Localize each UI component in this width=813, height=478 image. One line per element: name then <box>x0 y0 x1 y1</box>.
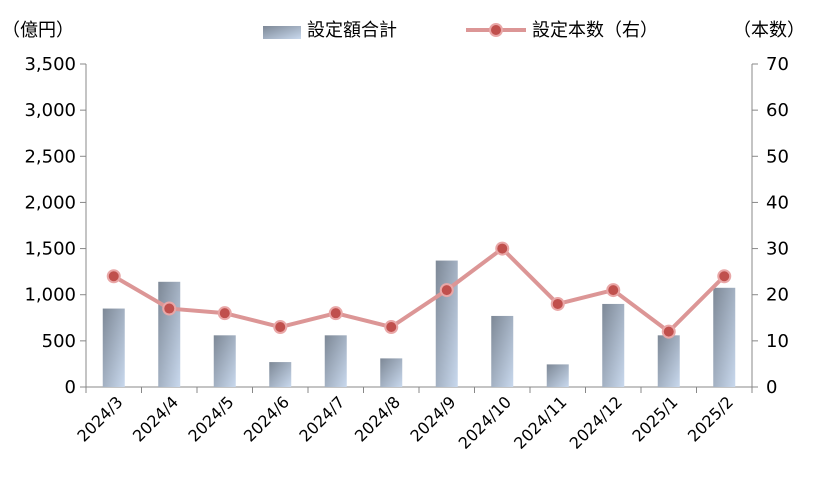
axes: 0 500 1,000 1,500 2,000 2,500 3,000 3,500 0 10 20 3… <box>24 54 788 398</box>
x-axis-tick-label: 2025/2 <box>684 392 737 445</box>
bar <box>657 335 680 387</box>
right-axis-tick-label: 50 <box>766 146 789 167</box>
x-axis-tick-label: 2024/10 <box>455 392 515 452</box>
line-point <box>550 296 565 311</box>
line-point <box>606 283 621 298</box>
left-axis-tick-label: 500 <box>42 331 76 352</box>
legend-line-label: 設定本数（右） <box>532 20 658 41</box>
legend-bar-swatch <box>263 26 301 39</box>
left-axis-tick-label: 3,000 <box>24 100 76 121</box>
left-axis-tick-label: 2,000 <box>24 192 76 213</box>
x-axis-tick-label: 2024/12 <box>566 392 626 452</box>
line-point <box>217 306 232 321</box>
x-axis-tick-labels: 2024/3 2024/4 2024/5 2024/6 2024/7 2024/8 2024… <box>73 392 737 452</box>
x-axis-tick-label: 2024/4 <box>129 392 182 445</box>
right-axis-tick-label: 0 <box>766 377 777 398</box>
left-axis-tick-label: 2,500 <box>24 146 76 167</box>
bar <box>158 281 181 387</box>
bar <box>713 287 736 387</box>
bar <box>269 362 292 387</box>
x-axis-tick-label: 2024/9 <box>406 392 459 445</box>
line-point <box>162 301 177 316</box>
line-point <box>439 283 454 298</box>
line-point <box>495 241 510 256</box>
right-axis-tick-label: 10 <box>766 331 789 352</box>
line-series <box>106 241 732 339</box>
right-axis-tick-label: 40 <box>766 192 789 213</box>
right-axis-tick-label: 60 <box>766 100 789 121</box>
left-axis-tick-label: 0 <box>65 377 76 398</box>
bar <box>324 335 347 387</box>
x-axis-tick-label: 2024/11 <box>510 392 570 452</box>
line-point <box>717 269 732 284</box>
left-axis-tick-label: 3,500 <box>24 54 76 75</box>
left-axis-unit: （億円） <box>2 20 74 41</box>
x-axis-tick-label: 2025/1 <box>628 392 681 445</box>
series-line <box>112 246 726 334</box>
line-point <box>661 324 676 339</box>
x-axis-tick-label: 2024/6 <box>240 392 293 445</box>
legend-bar-label: 設定額合計 <box>307 20 397 41</box>
bar <box>602 303 625 387</box>
bar <box>380 358 403 387</box>
x-axis-tick-label: 2024/7 <box>295 392 348 445</box>
legend: 設定額合計 設定本数（右） <box>263 20 658 41</box>
right-axis-unit: （本数） <box>733 20 805 41</box>
bar <box>546 364 569 387</box>
right-axis-tick-label: 20 <box>766 285 789 306</box>
line-point <box>328 306 343 321</box>
x-axis-tick-label: 2024/8 <box>351 392 404 445</box>
right-axis-tick-label: 70 <box>766 54 789 75</box>
right-axis-tick-label: 30 <box>766 239 789 260</box>
bar <box>102 308 125 387</box>
bar <box>213 335 236 387</box>
bar <box>491 315 514 387</box>
bar <box>435 260 458 387</box>
x-axis-tick-label: 2024/5 <box>184 392 237 445</box>
left-axis-tick-label: 1,000 <box>24 285 76 306</box>
left-axis-tick-label: 1,500 <box>24 239 76 260</box>
bar-series <box>102 260 736 387</box>
line-point <box>273 320 288 335</box>
line-point <box>384 320 399 335</box>
line-point <box>106 269 121 284</box>
x-axis-tick-label: 2024/3 <box>73 392 126 445</box>
legend-line-marker <box>489 23 503 37</box>
